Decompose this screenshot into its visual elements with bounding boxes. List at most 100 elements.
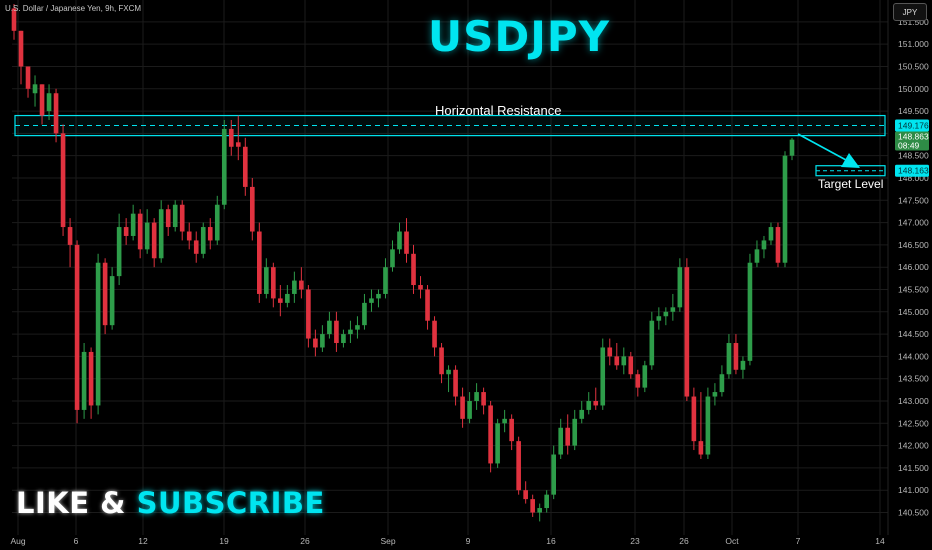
candle-body: [60, 133, 66, 228]
candle: [530, 494, 535, 517]
candle-body: [712, 392, 718, 397]
price-tick-label: 147.500: [898, 195, 929, 205]
candle-body: [509, 418, 514, 442]
candle-body: [425, 289, 430, 321]
price-tick-label: 147.000: [898, 218, 929, 228]
candle-body: [670, 307, 676, 312]
candle: [186, 222, 192, 250]
promo-like: LIKE: [16, 486, 90, 520]
price-axis[interactable]: 151.500151.000150.500150.000149.500149.0…: [898, 17, 929, 518]
candle: [691, 387, 697, 451]
price-tick-label: 150.500: [898, 61, 929, 71]
candle: [663, 307, 669, 326]
time-tick-label: 14: [875, 536, 885, 546]
candle-body: [593, 400, 599, 406]
candle-body: [306, 289, 311, 339]
candle: [376, 289, 381, 308]
candle: [684, 258, 690, 401]
candle-body: [418, 285, 423, 290]
candle-body: [537, 508, 542, 513]
price-tick-label: 143.500: [898, 374, 929, 384]
candle: [11, 4, 17, 40]
candle: [39, 84, 45, 125]
candle: [740, 356, 746, 379]
candle: [789, 137, 795, 161]
candle: [698, 392, 704, 459]
candle-body: [516, 441, 521, 491]
candle: [53, 88, 59, 143]
resistance-price-tag-bg: [895, 119, 929, 132]
candle-body: [271, 267, 276, 299]
currency-button[interactable]: JPY: [893, 3, 927, 21]
time-tick-label: 26: [300, 536, 310, 546]
candle: [516, 436, 521, 495]
candle: [628, 351, 634, 379]
candle-body: [165, 209, 171, 228]
candle: [579, 400, 585, 424]
candle: [425, 285, 430, 330]
candle: [116, 213, 122, 286]
candle: [221, 120, 227, 210]
time-tick-label: Oct: [725, 536, 739, 546]
candle: [144, 209, 150, 254]
candle: [200, 222, 206, 259]
candle-body: [348, 329, 353, 335]
price-tick-label: 143.000: [898, 396, 929, 406]
price-tick-label: 148.000: [898, 173, 929, 183]
candle: [18, 30, 24, 85]
price-tick-label: 145.000: [898, 307, 929, 317]
candle-body: [523, 490, 528, 500]
candle-body: [600, 347, 606, 406]
candle: [249, 177, 255, 241]
candle: [278, 285, 283, 317]
time-tick-label: 16: [546, 536, 556, 546]
resistance-price-tag: 149.176: [895, 119, 929, 132]
candle: [88, 347, 94, 419]
candle: [404, 218, 409, 263]
price-tick-label: 140.500: [898, 508, 929, 518]
candle-body: [453, 369, 458, 397]
candle: [733, 334, 739, 375]
candle-body: [572, 418, 578, 446]
candle-body: [158, 209, 164, 259]
candle-body: [733, 343, 739, 370]
candle: [137, 209, 143, 259]
candle-body: [740, 360, 746, 370]
candle: [214, 195, 220, 245]
time-axis[interactable]: Aug 6 12 19 26 Sep 9 16 23 26 Oct 7 14: [10, 536, 885, 546]
candle: [235, 115, 241, 161]
candle-body: [334, 320, 339, 344]
candle: [320, 325, 325, 352]
candle: [453, 365, 458, 406]
candle: [362, 293, 367, 330]
candle-body: [663, 311, 669, 317]
candle-body: [278, 298, 283, 303]
candle: [355, 316, 360, 339]
price-tick-label: 148.500: [898, 151, 929, 161]
candle-body: [39, 84, 45, 116]
candle: [207, 218, 213, 250]
candle-body: [144, 222, 150, 250]
candle: [165, 204, 171, 236]
candle-body: [200, 227, 206, 254]
candle-body: [775, 227, 781, 263]
candle: [109, 267, 115, 330]
candle-body: [586, 400, 592, 410]
candle-body: [151, 222, 157, 259]
candle: [537, 503, 542, 522]
candle: [446, 365, 451, 393]
candle-body: [691, 396, 697, 442]
price-tick-label: 142.000: [898, 441, 929, 451]
candle: [719, 365, 725, 397]
candle: [502, 409, 507, 433]
candle: [67, 218, 73, 268]
candle-body: [362, 302, 367, 326]
time-tick-label: 19: [219, 536, 229, 546]
candle: [495, 418, 500, 468]
candle-body: [102, 262, 108, 326]
candle: [179, 200, 185, 241]
candle: [74, 240, 80, 424]
candle-body: [439, 347, 444, 375]
candle: [607, 338, 613, 366]
